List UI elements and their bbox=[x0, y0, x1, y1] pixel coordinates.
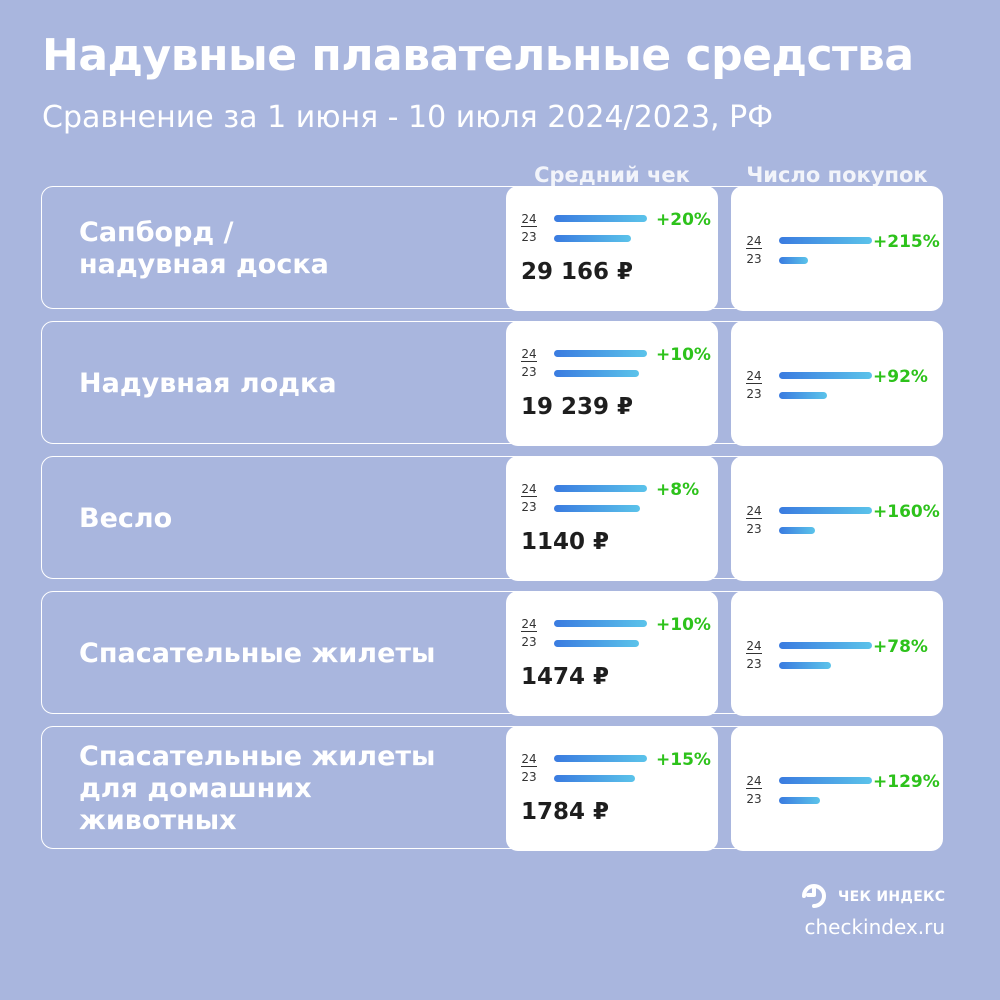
change-percent: +160% bbox=[873, 502, 940, 522]
avg-check-card: 24 23 +10% 1474 ₽ bbox=[506, 591, 718, 716]
bar-2023 bbox=[554, 235, 631, 242]
year-label-previous: 23 bbox=[521, 500, 537, 514]
avg-check-value: 29 166 ₽ bbox=[521, 259, 634, 285]
bar-2024 bbox=[554, 485, 647, 492]
column-header-avg-check: Средний чек bbox=[534, 163, 690, 187]
avg-check-value: 1784 ₽ bbox=[521, 799, 610, 825]
year-label-current: 24 bbox=[746, 504, 762, 519]
year-label-current: 24 bbox=[521, 482, 537, 497]
change-percent: +10% bbox=[656, 345, 711, 365]
change-percent: +10% bbox=[656, 615, 711, 635]
change-percent: +215% bbox=[873, 232, 940, 252]
avg-check-card: 24 23 +10% 19 239 ₽ bbox=[506, 321, 718, 446]
year-label-current: 24 bbox=[521, 347, 537, 362]
change-percent: +8% bbox=[656, 480, 700, 500]
brand-logo: ЧЕК ИНДЕКС bbox=[800, 882, 945, 912]
brand-site: checkindex.ru bbox=[804, 915, 945, 939]
bar-2024 bbox=[554, 350, 647, 357]
purchases-card: 24 23 +92% bbox=[731, 321, 943, 446]
avg-check-card: 24 23 +15% 1784 ₽ bbox=[506, 726, 718, 851]
brand-name: ЧЕК ИНДЕКС bbox=[838, 889, 946, 905]
purchases-card: 24 23 +215% bbox=[731, 186, 943, 311]
change-percent: +92% bbox=[873, 367, 928, 387]
table-row: Сапборд / надувная доска 24 23 +20% 29 166 ₽… bbox=[41, 186, 944, 311]
bar-2024 bbox=[779, 507, 872, 514]
avg-check-value: 1474 ₽ bbox=[521, 664, 610, 690]
change-percent: +15% bbox=[656, 750, 711, 770]
bar-2023 bbox=[779, 527, 815, 534]
year-label-current: 24 bbox=[746, 234, 762, 249]
year-label-previous: 23 bbox=[746, 657, 762, 671]
purchases-card: 24 23 +129% bbox=[731, 726, 943, 851]
year-label-current: 24 bbox=[521, 752, 537, 767]
year-label-previous: 23 bbox=[746, 522, 762, 536]
category-label: Спасательные жилеты bbox=[79, 637, 436, 669]
category-label: Весло bbox=[79, 502, 173, 534]
avg-check-value: 1140 ₽ bbox=[521, 529, 610, 555]
table-row: Весло 24 23 +8% 1140 ₽ 24 23 +160% bbox=[41, 456, 944, 581]
bar-2024 bbox=[779, 777, 872, 784]
year-label-previous: 23 bbox=[521, 230, 537, 244]
bar-2023 bbox=[554, 775, 635, 782]
table-row: Надувная лодка 24 23 +10% 19 239 ₽ 24 23 +92% bbox=[41, 321, 944, 446]
year-label-current: 24 bbox=[746, 774, 762, 789]
column-header-purchases: Число покупок bbox=[746, 163, 928, 187]
bar-2023 bbox=[779, 662, 831, 669]
change-percent: +129% bbox=[873, 772, 940, 792]
bar-2023 bbox=[554, 505, 640, 512]
year-label-current: 24 bbox=[746, 369, 762, 384]
purchases-card: 24 23 +78% bbox=[731, 591, 943, 716]
purchases-card: 24 23 +160% bbox=[731, 456, 943, 581]
bar-2024 bbox=[554, 620, 647, 627]
bar-2023 bbox=[554, 640, 639, 647]
bar-2024 bbox=[554, 755, 647, 762]
category-label: Спасательные жилеты для домашних животны… bbox=[79, 740, 436, 836]
bar-2023 bbox=[779, 257, 808, 264]
year-label-previous: 23 bbox=[746, 387, 762, 401]
year-label-current: 24 bbox=[521, 212, 537, 227]
bar-2024 bbox=[554, 215, 647, 222]
year-label-previous: 23 bbox=[746, 252, 762, 266]
change-percent: +78% bbox=[873, 637, 928, 657]
bar-2024 bbox=[779, 372, 872, 379]
avg-check-card: 24 23 +20% 29 166 ₽ bbox=[506, 186, 718, 311]
checkindex-logo-icon bbox=[800, 882, 830, 912]
bar-2024 bbox=[779, 237, 872, 244]
year-label-previous: 23 bbox=[746, 792, 762, 806]
bar-2023 bbox=[779, 392, 827, 399]
page-subtitle: Сравнение за 1 июня - 10 июля 2024/2023,… bbox=[42, 100, 774, 135]
category-label: Сапборд / надувная доска bbox=[79, 216, 329, 280]
table-row: Спасательные жилеты для домашних животны… bbox=[41, 726, 944, 851]
bar-2024 bbox=[779, 642, 872, 649]
year-label-current: 24 bbox=[521, 617, 537, 632]
category-label: Надувная лодка bbox=[79, 367, 337, 399]
bar-2023 bbox=[554, 370, 639, 377]
year-label-current: 24 bbox=[746, 639, 762, 654]
comparison-table: Сапборд / надувная доска 24 23 +20% 29 166 ₽… bbox=[41, 186, 944, 861]
page-title: Надувные плавательные средства bbox=[42, 30, 914, 81]
bar-2023 bbox=[779, 797, 820, 804]
table-row: Спасательные жилеты 24 23 +10% 1474 ₽ 24 23 +78… bbox=[41, 591, 944, 716]
year-label-previous: 23 bbox=[521, 770, 537, 784]
avg-check-card: 24 23 +8% 1140 ₽ bbox=[506, 456, 718, 581]
change-percent: +20% bbox=[656, 210, 711, 230]
year-label-previous: 23 bbox=[521, 635, 537, 649]
avg-check-value: 19 239 ₽ bbox=[521, 394, 634, 420]
year-label-previous: 23 bbox=[521, 365, 537, 379]
